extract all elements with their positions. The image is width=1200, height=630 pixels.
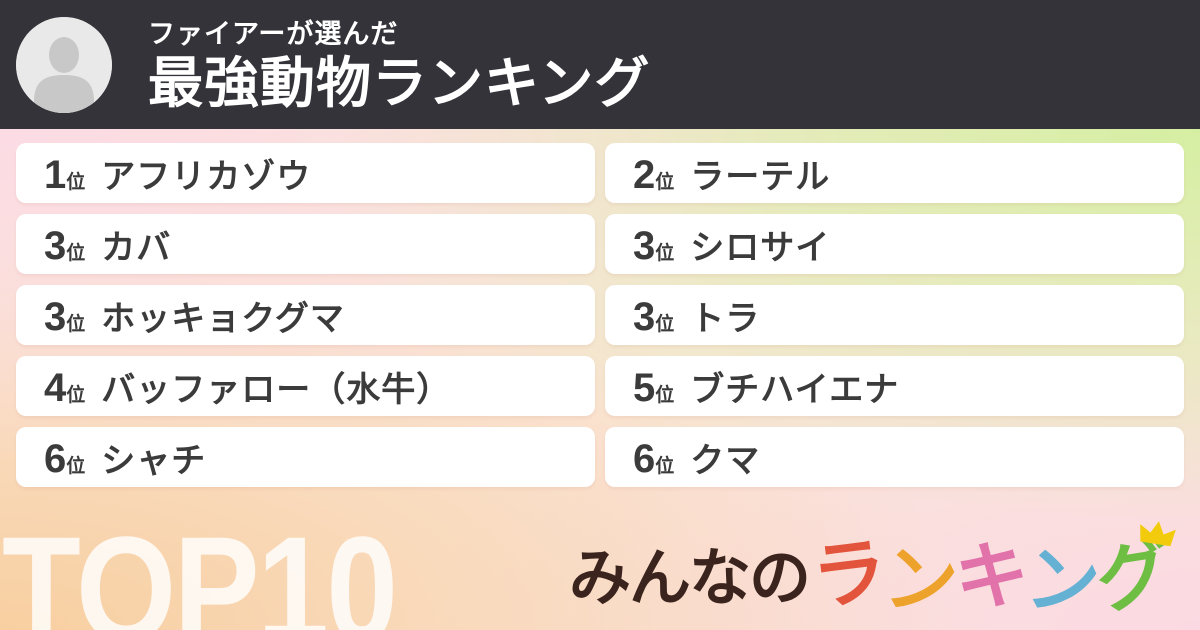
- logo-colored: ランキング: [808, 521, 1176, 626]
- animal-name: クマ: [690, 441, 761, 480]
- animal-name: カバ: [101, 228, 172, 267]
- rank-suffix: 位: [655, 384, 675, 406]
- ranking-item: 6位 シャチ: [16, 427, 595, 487]
- rank-suffix: 位: [655, 455, 675, 477]
- ranking-item-line: 6位 クマ: [633, 433, 760, 482]
- animal-name: シロサイ: [690, 228, 831, 267]
- rank-number: 3: [44, 294, 67, 339]
- ranking-item: 5位 ブチハイエナ: [605, 356, 1184, 416]
- header-text: ファイアーが選んだ 最強動物ランキング: [148, 18, 650, 110]
- ranking-body: 1位 アフリカゾウ 2位 ラーテル 3位 カバ 3位 シロサイ 3位 ホッキョクグマ 3位…: [0, 129, 1200, 630]
- ranking-item-line: 3位 カバ: [44, 220, 171, 269]
- brand-logo: みんなの ランキング: [568, 521, 1176, 626]
- ranking-item-line: 2位 ラーテル: [633, 149, 830, 198]
- rank-number: 4: [44, 365, 67, 410]
- ranking-item: 6位 クマ: [605, 427, 1184, 487]
- ranking-item: 3位 トラ: [605, 285, 1184, 345]
- logo-letter: キ: [952, 532, 1029, 621]
- logo-letter: ラ: [807, 529, 889, 621]
- rank-number: 3: [633, 294, 656, 339]
- ranking-grid: 1位 アフリカゾウ 2位 ラーテル 3位 カバ 3位 シロサイ 3位 ホッキョクグマ 3位…: [16, 143, 1184, 487]
- rank-number: 2: [633, 152, 656, 197]
- ranking-item-line: 4位 バッファロー（水牛）: [44, 362, 451, 411]
- rank-number: 6: [633, 436, 656, 481]
- ranking-item: 3位 シロサイ: [605, 214, 1184, 274]
- logo-letter: ン: [881, 536, 958, 625]
- avatar: [16, 16, 112, 113]
- animal-name: アフリカゾウ: [101, 157, 312, 196]
- animal-name: ラーテル: [690, 157, 831, 196]
- rank-number: 1: [44, 152, 67, 197]
- ranking-item: 1位 アフリカゾウ: [16, 143, 595, 203]
- crown-icon: [1140, 521, 1176, 547]
- animal-name: バッファロー（水牛）: [101, 370, 452, 409]
- ranking-item-line: 6位 シャチ: [44, 433, 206, 482]
- ranking-item-line: 1位 アフリカゾウ: [44, 149, 311, 198]
- animal-name: ブチハイエナ: [690, 370, 900, 409]
- rank-number: 5: [633, 365, 656, 410]
- animal-name: ホッキョクグマ: [101, 299, 345, 338]
- ranking-item: 4位 バッファロー（水牛）: [16, 356, 595, 416]
- ranking-item: 3位 カバ: [16, 214, 595, 274]
- rank-suffix: 位: [655, 171, 675, 193]
- rank-number: 6: [44, 436, 67, 481]
- person-icon: [16, 16, 112, 113]
- ranking-item-line: 3位 シロサイ: [633, 220, 830, 269]
- rank-suffix: 位: [655, 242, 675, 264]
- ranking-item: 3位 ホッキョクグマ: [16, 285, 595, 345]
- rank-suffix: 位: [66, 242, 86, 264]
- page-title: 最強動物ランキング: [148, 51, 651, 114]
- rank-number: 3: [633, 223, 656, 268]
- header: ファイアーが選んだ 最強動物ランキング: [0, 0, 1200, 129]
- logo-letter: ン: [1022, 537, 1101, 626]
- picked-by-label: ファイアーが選んだ: [148, 19, 399, 50]
- rank-suffix: 位: [655, 313, 675, 335]
- ranking-item-line: 3位 ホッキョクグマ: [44, 291, 345, 340]
- rank-suffix: 位: [66, 455, 86, 477]
- rank-suffix: 位: [66, 384, 86, 406]
- ranking-item-line: 5位 ブチハイエナ: [633, 362, 899, 411]
- ranking-item: 2位 ラーテル: [605, 143, 1184, 203]
- ranking-item-line: 3位 トラ: [633, 291, 760, 340]
- animal-name: シャチ: [101, 441, 207, 480]
- top10-watermark: TOP10: [2, 505, 398, 630]
- rank-suffix: 位: [66, 171, 86, 193]
- rank-suffix: 位: [66, 313, 86, 335]
- animal-name: トラ: [690, 299, 761, 338]
- rank-number: 3: [44, 223, 67, 268]
- logo-prefix: みんなの: [568, 544, 811, 613]
